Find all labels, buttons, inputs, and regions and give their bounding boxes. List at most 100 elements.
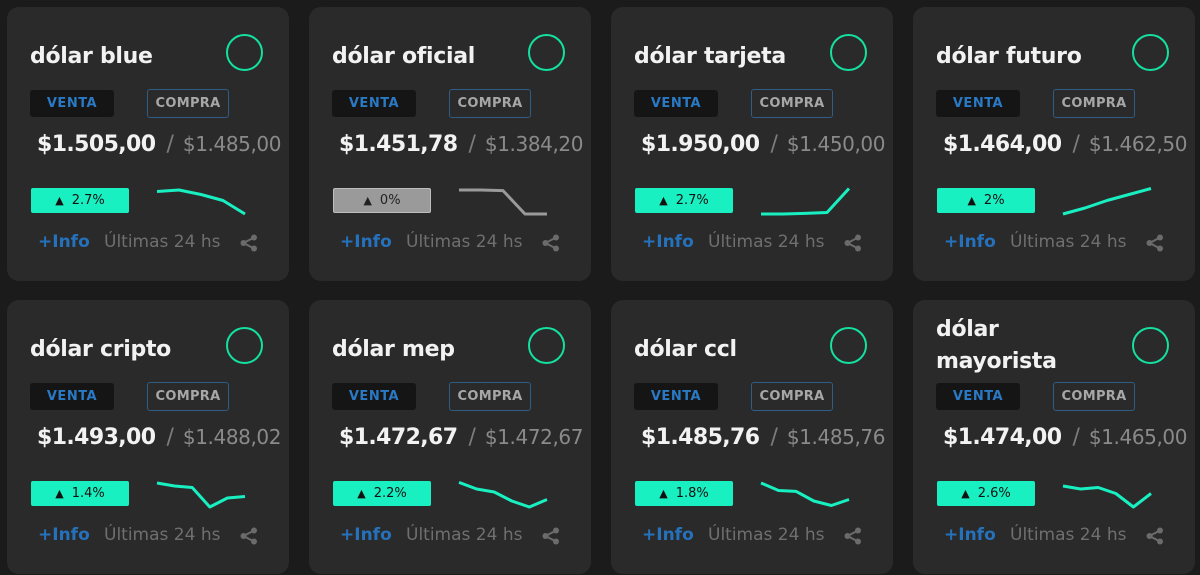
sparkline-chart <box>459 188 547 216</box>
sparkline-chart <box>1062 484 1152 509</box>
share-icon[interactable] <box>239 526 259 546</box>
rate-card: dólar futuro VENTA COMPRA $1.464,00 / $1.462,… <box>913 7 1195 281</box>
triangle-up-icon: ▲ <box>659 194 668 207</box>
triangle-up-icon: ▲ <box>357 487 366 500</box>
venta-price: $1.474,00 <box>943 425 1062 450</box>
venta-price: $1.950,00 <box>641 132 760 157</box>
venta-tab[interactable]: VENTA <box>332 90 416 117</box>
circle-icon[interactable] <box>1132 34 1169 71</box>
compra-tab[interactable]: COMPRA <box>751 89 833 118</box>
circle-icon[interactable] <box>528 34 565 71</box>
compra-price: $1.462,50 <box>1088 132 1188 156</box>
last-24h-label: Últimas 24 hs <box>1010 232 1127 252</box>
share-icon[interactable] <box>1145 233 1165 253</box>
compra-price: $1.472,67 <box>484 425 584 449</box>
circle-icon[interactable] <box>830 327 867 364</box>
card-title: dólar mep <box>332 337 455 362</box>
venta-price: $1.505,00 <box>37 132 156 157</box>
change-badge: ▲ 2.2% <box>333 481 431 506</box>
circle-icon[interactable] <box>226 327 263 364</box>
more-info-link[interactable]: +Info <box>642 232 694 252</box>
price-separator: / <box>770 132 778 157</box>
triangle-up-icon: ▲ <box>967 194 976 207</box>
price-row: $1.474,00 / $1.465,00 <box>943 425 1187 450</box>
card-title: dólar blue <box>30 44 153 69</box>
compra-tab[interactable]: COMPRA <box>1053 89 1135 118</box>
price-row: $1.451,78 / $1.384,20 <box>339 132 583 157</box>
last-24h-label: Últimas 24 hs <box>104 525 221 545</box>
change-badge: ▲ 2.6% <box>937 481 1035 506</box>
venta-tab[interactable]: VENTA <box>936 90 1020 117</box>
circle-icon[interactable] <box>830 34 867 71</box>
more-info-link[interactable]: +Info <box>340 232 392 252</box>
more-info-link[interactable]: +Info <box>38 525 90 545</box>
venta-tab[interactable]: VENTA <box>30 90 114 117</box>
price-separator: / <box>1072 425 1080 450</box>
more-info-link[interactable]: +Info <box>340 525 392 545</box>
price-separator: / <box>468 132 476 157</box>
circle-icon[interactable] <box>1132 327 1169 364</box>
rate-card: dólar tarjeta VENTA COMPRA $1.950,00 / $1.450… <box>611 7 893 281</box>
share-icon[interactable] <box>843 233 863 253</box>
more-info-link[interactable]: +Info <box>642 525 694 545</box>
more-info-link[interactable]: +Info <box>944 525 996 545</box>
change-badge: ▲ 1.4% <box>31 481 129 506</box>
last-24h-label: Últimas 24 hs <box>406 525 523 545</box>
sparkline <box>459 188 547 216</box>
rate-card: dólar cripto VENTA COMPRA $1.493,00 / $1.488,… <box>7 300 289 574</box>
change-value: 2.7% <box>71 193 105 208</box>
last-24h-label: Últimas 24 hs <box>406 232 523 252</box>
sparkline <box>156 481 246 509</box>
more-info-link[interactable]: +Info <box>38 232 90 252</box>
change-badge: ▲ 2.7% <box>635 188 733 213</box>
venta-tab[interactable]: VENTA <box>332 383 416 410</box>
sparkline-chart <box>1062 187 1152 216</box>
compra-tab[interactable]: COMPRA <box>1053 382 1135 411</box>
change-badge: ▲ 0% <box>333 188 431 213</box>
share-icon[interactable] <box>843 526 863 546</box>
compra-tab[interactable]: COMPRA <box>449 89 531 118</box>
sparkline-chart <box>156 481 246 509</box>
venta-price: $1.485,76 <box>641 425 760 450</box>
share-icon[interactable] <box>1145 526 1165 546</box>
sparkline-chart <box>760 481 850 507</box>
change-badge: ▲ 2% <box>937 188 1035 213</box>
venta-tab[interactable]: VENTA <box>936 383 1020 410</box>
sparkline <box>761 187 851 216</box>
last-24h-label: Últimas 24 hs <box>708 232 825 252</box>
price-row: $1.505,00 / $1.485,00 <box>37 132 281 157</box>
change-value: 2.2% <box>373 486 407 501</box>
compra-tab[interactable]: COMPRA <box>449 382 531 411</box>
price-row: $1.464,00 / $1.462,50 <box>943 132 1187 157</box>
compra-price: $1.488,02 <box>182 425 282 449</box>
card-title: dólar oficial <box>332 44 476 69</box>
last-24h-label: Últimas 24 hs <box>104 232 221 252</box>
share-icon[interactable] <box>541 526 561 546</box>
change-value: 2.6% <box>977 486 1011 501</box>
venta-tab[interactable]: VENTA <box>634 90 718 117</box>
price-separator: / <box>166 425 174 450</box>
more-info-link[interactable]: +Info <box>944 232 996 252</box>
share-icon[interactable] <box>541 233 561 253</box>
change-badge: ▲ 2.7% <box>31 188 129 213</box>
share-icon[interactable] <box>239 233 259 253</box>
compra-price: $1.465,00 <box>1088 425 1188 449</box>
sparkline-chart <box>458 480 548 509</box>
price-separator: / <box>468 425 476 450</box>
change-value: 0% <box>379 193 401 208</box>
triangle-up-icon: ▲ <box>659 487 668 500</box>
rate-card: dólar mayorista VENTA COMPRA $1.474,00/$1.4… <box>913 300 1195 574</box>
compra-tab[interactable]: COMPRA <box>751 382 833 411</box>
price-separator: / <box>166 132 174 157</box>
card-title: dólar tarjeta <box>634 44 786 69</box>
circle-icon[interactable] <box>226 34 263 71</box>
compra-tab[interactable]: COMPRA <box>147 382 229 411</box>
circle-icon[interactable] <box>528 327 565 364</box>
venta-tab[interactable]: VENTA <box>634 383 718 410</box>
sparkline-chart <box>761 187 851 216</box>
compra-price: $1.485,76 <box>786 425 886 449</box>
compra-tab[interactable]: COMPRA <box>147 89 229 118</box>
venta-tab[interactable]: VENTA <box>30 383 114 410</box>
rate-card: dólar oficial VENTA COMPRA $1.451,78 / $1.384… <box>309 7 591 281</box>
rate-card: dólar ccl VENTA COMPRA $1.485,76 / $1.485,76 ▲… <box>611 300 893 574</box>
